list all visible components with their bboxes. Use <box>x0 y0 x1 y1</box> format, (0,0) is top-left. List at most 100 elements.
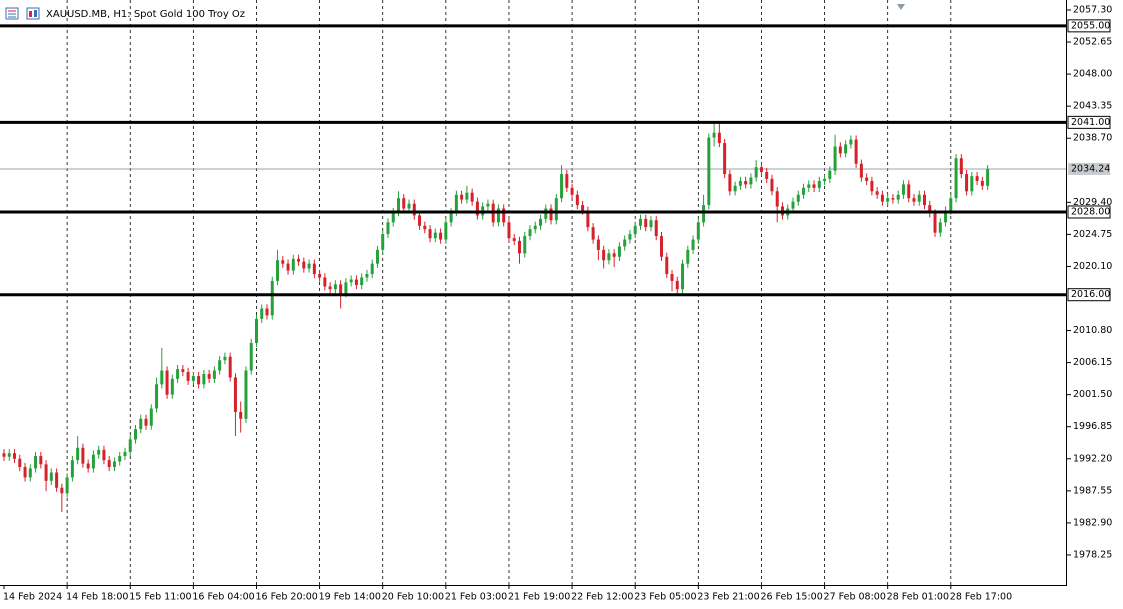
candle-body <box>833 146 837 171</box>
candle-body <box>312 263 316 275</box>
candle-body <box>581 205 585 211</box>
candle-body <box>754 167 758 178</box>
candle-body <box>423 225 427 230</box>
candle-body <box>512 238 516 241</box>
candle-body <box>202 373 206 385</box>
candle-body <box>270 280 274 316</box>
candle-body <box>444 222 448 240</box>
candle-body <box>318 274 322 278</box>
candle-body <box>34 456 38 469</box>
candle-body <box>76 447 80 461</box>
candle-body <box>623 239 627 247</box>
candle-body <box>412 203 416 216</box>
candle-body <box>928 205 932 214</box>
y-tick-label: 2057.30 <box>1073 4 1112 15</box>
symbol-icons <box>5 7 40 20</box>
candle-body <box>323 277 327 287</box>
candle-body <box>149 408 153 426</box>
y-tick-label: 2020.10 <box>1073 261 1112 272</box>
candle-body <box>433 232 437 239</box>
candle-body <box>549 208 553 221</box>
candle-body <box>717 132 721 144</box>
candle-body <box>118 456 122 462</box>
candle-body <box>891 198 895 200</box>
candle-body <box>65 477 69 494</box>
candle-body <box>7 453 11 457</box>
candle-body <box>128 439 132 452</box>
y-tick-label: 2024.75 <box>1073 229 1112 240</box>
candle-body <box>70 460 74 478</box>
candle-body <box>13 453 17 459</box>
candle-body <box>896 194 900 200</box>
candle-body <box>923 194 926 206</box>
candle-body <box>870 180 874 192</box>
x-tick-label: 19 Feb 14:00 <box>319 592 381 603</box>
chart-title: XAUUSD.MB, H1: Spot Gold 100 Troy Oz <box>46 9 245 20</box>
candle-body <box>865 177 869 181</box>
candle-body <box>686 249 690 264</box>
candle-body <box>155 384 159 409</box>
candle-body <box>102 449 106 461</box>
level-label: 2041.00 <box>1071 117 1110 128</box>
candle-body <box>817 180 821 188</box>
candle-body <box>349 279 353 283</box>
candle-body <box>838 146 842 154</box>
y-tick-label: 1992.20 <box>1073 453 1112 464</box>
candle-body <box>418 215 422 226</box>
candle-body <box>470 192 474 202</box>
candle-body <box>633 225 637 235</box>
candle-body <box>197 376 201 385</box>
candle-body <box>23 467 27 478</box>
y-tick-label: 1987.55 <box>1073 485 1112 496</box>
level-box <box>1067 115 1111 129</box>
candle-body <box>28 468 32 478</box>
candle-body <box>638 218 642 226</box>
candle-body <box>775 191 779 207</box>
candle-body <box>212 370 216 379</box>
x-tick-label: 23 Feb 05:00 <box>634 592 696 603</box>
candle-body <box>507 222 511 239</box>
icon-bar <box>34 10 37 17</box>
candle-body <box>112 461 116 468</box>
candle-body <box>360 277 364 286</box>
candle-body <box>707 137 711 206</box>
candle-body <box>628 234 632 240</box>
candle-body <box>244 370 248 419</box>
level-label: 2028.00 <box>1071 206 1110 217</box>
candle-body <box>391 211 395 223</box>
candle-body <box>375 249 379 264</box>
y-tick-label: 1996.85 <box>1073 421 1112 432</box>
candle-body <box>523 236 527 254</box>
candle-body <box>691 239 695 250</box>
candle-body <box>744 180 748 185</box>
candle-body <box>854 139 858 164</box>
candle-body <box>602 249 606 261</box>
candle-body <box>49 472 53 481</box>
candle-body <box>617 246 621 257</box>
candle-body <box>218 360 222 371</box>
candle-body <box>970 176 974 192</box>
x-tick-label: 21 Feb 03:00 <box>445 592 507 603</box>
candle-body <box>565 174 569 188</box>
candle-body <box>812 184 816 188</box>
candle-body <box>859 163 863 178</box>
candle-body <box>649 220 653 228</box>
candle-body <box>949 198 953 211</box>
candle-body <box>307 263 311 269</box>
candle-body <box>91 454 95 469</box>
candle-body <box>539 218 543 226</box>
candle-body <box>291 258 295 271</box>
candle-body <box>980 180 984 186</box>
candle-body <box>44 464 48 481</box>
candle-body <box>475 201 479 216</box>
level-box <box>1067 19 1111 33</box>
x-tick-label: 21 Feb 19:00 <box>508 592 570 603</box>
candle-body <box>386 222 390 235</box>
candle-body <box>239 411 243 419</box>
candle-body <box>791 201 795 209</box>
candle-body <box>496 208 500 223</box>
candle-body <box>986 169 990 186</box>
y-tick-label: 2029.40 <box>1073 197 1112 208</box>
candle-body <box>2 453 6 457</box>
